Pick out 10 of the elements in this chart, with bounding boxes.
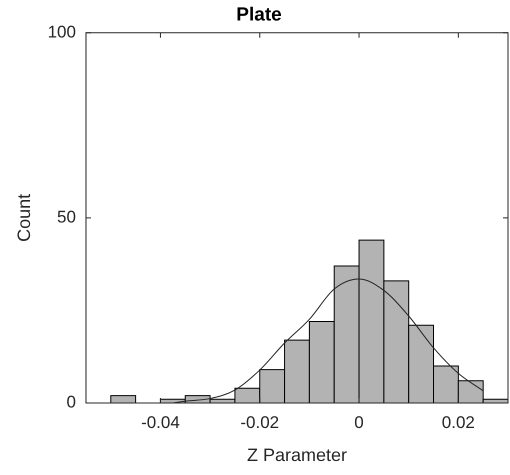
chart-title: Plate: [236, 4, 282, 26]
y-axis-title: Count: [14, 194, 34, 242]
y-tick-label: 50: [57, 208, 76, 227]
x-tick-label: -0.02: [240, 412, 280, 432]
x-tick-label: 0: [354, 412, 364, 432]
x-axis-title: Z Parameter: [246, 445, 347, 466]
y-tick-label: 100: [48, 22, 76, 42]
y-tick-label: 0: [66, 392, 76, 412]
x-tick-label: -0.04: [141, 412, 180, 432]
x-tick-label: 0.02: [442, 412, 475, 432]
